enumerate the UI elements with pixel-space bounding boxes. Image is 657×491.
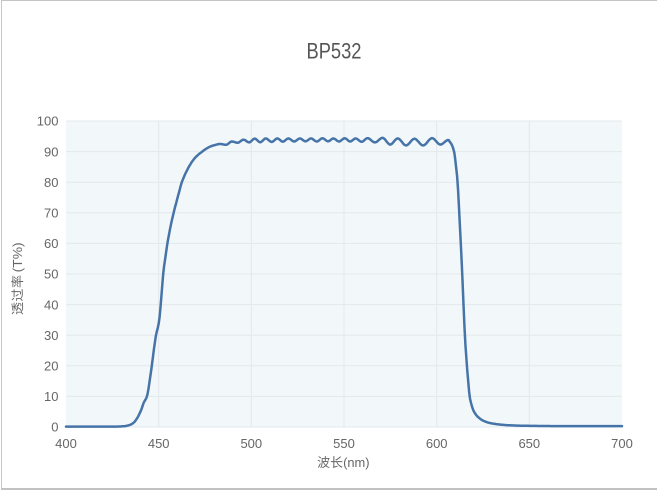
svg-text:600: 600: [426, 436, 448, 451]
svg-text:70: 70: [44, 206, 58, 221]
svg-text:10: 10: [44, 389, 58, 404]
svg-text:700: 700: [611, 436, 633, 451]
svg-text:100: 100: [37, 114, 59, 129]
svg-text:500: 500: [240, 436, 262, 451]
svg-text:450: 450: [148, 436, 170, 451]
svg-text:50: 50: [44, 267, 58, 282]
svg-text:20: 20: [44, 359, 58, 374]
svg-text:(T%): (T%): [10, 242, 25, 272]
svg-text:80: 80: [44, 175, 58, 190]
svg-text:30: 30: [44, 328, 58, 343]
svg-text:0: 0: [51, 420, 58, 435]
svg-text:90: 90: [44, 144, 58, 159]
svg-text:BP532: BP532: [307, 39, 362, 64]
svg-text:60: 60: [44, 236, 58, 251]
svg-text:(nm): (nm): [343, 455, 370, 470]
svg-text:40: 40: [44, 297, 58, 312]
svg-text:650: 650: [518, 436, 540, 451]
svg-text:400: 400: [55, 436, 77, 451]
svg-text:550: 550: [333, 436, 355, 451]
